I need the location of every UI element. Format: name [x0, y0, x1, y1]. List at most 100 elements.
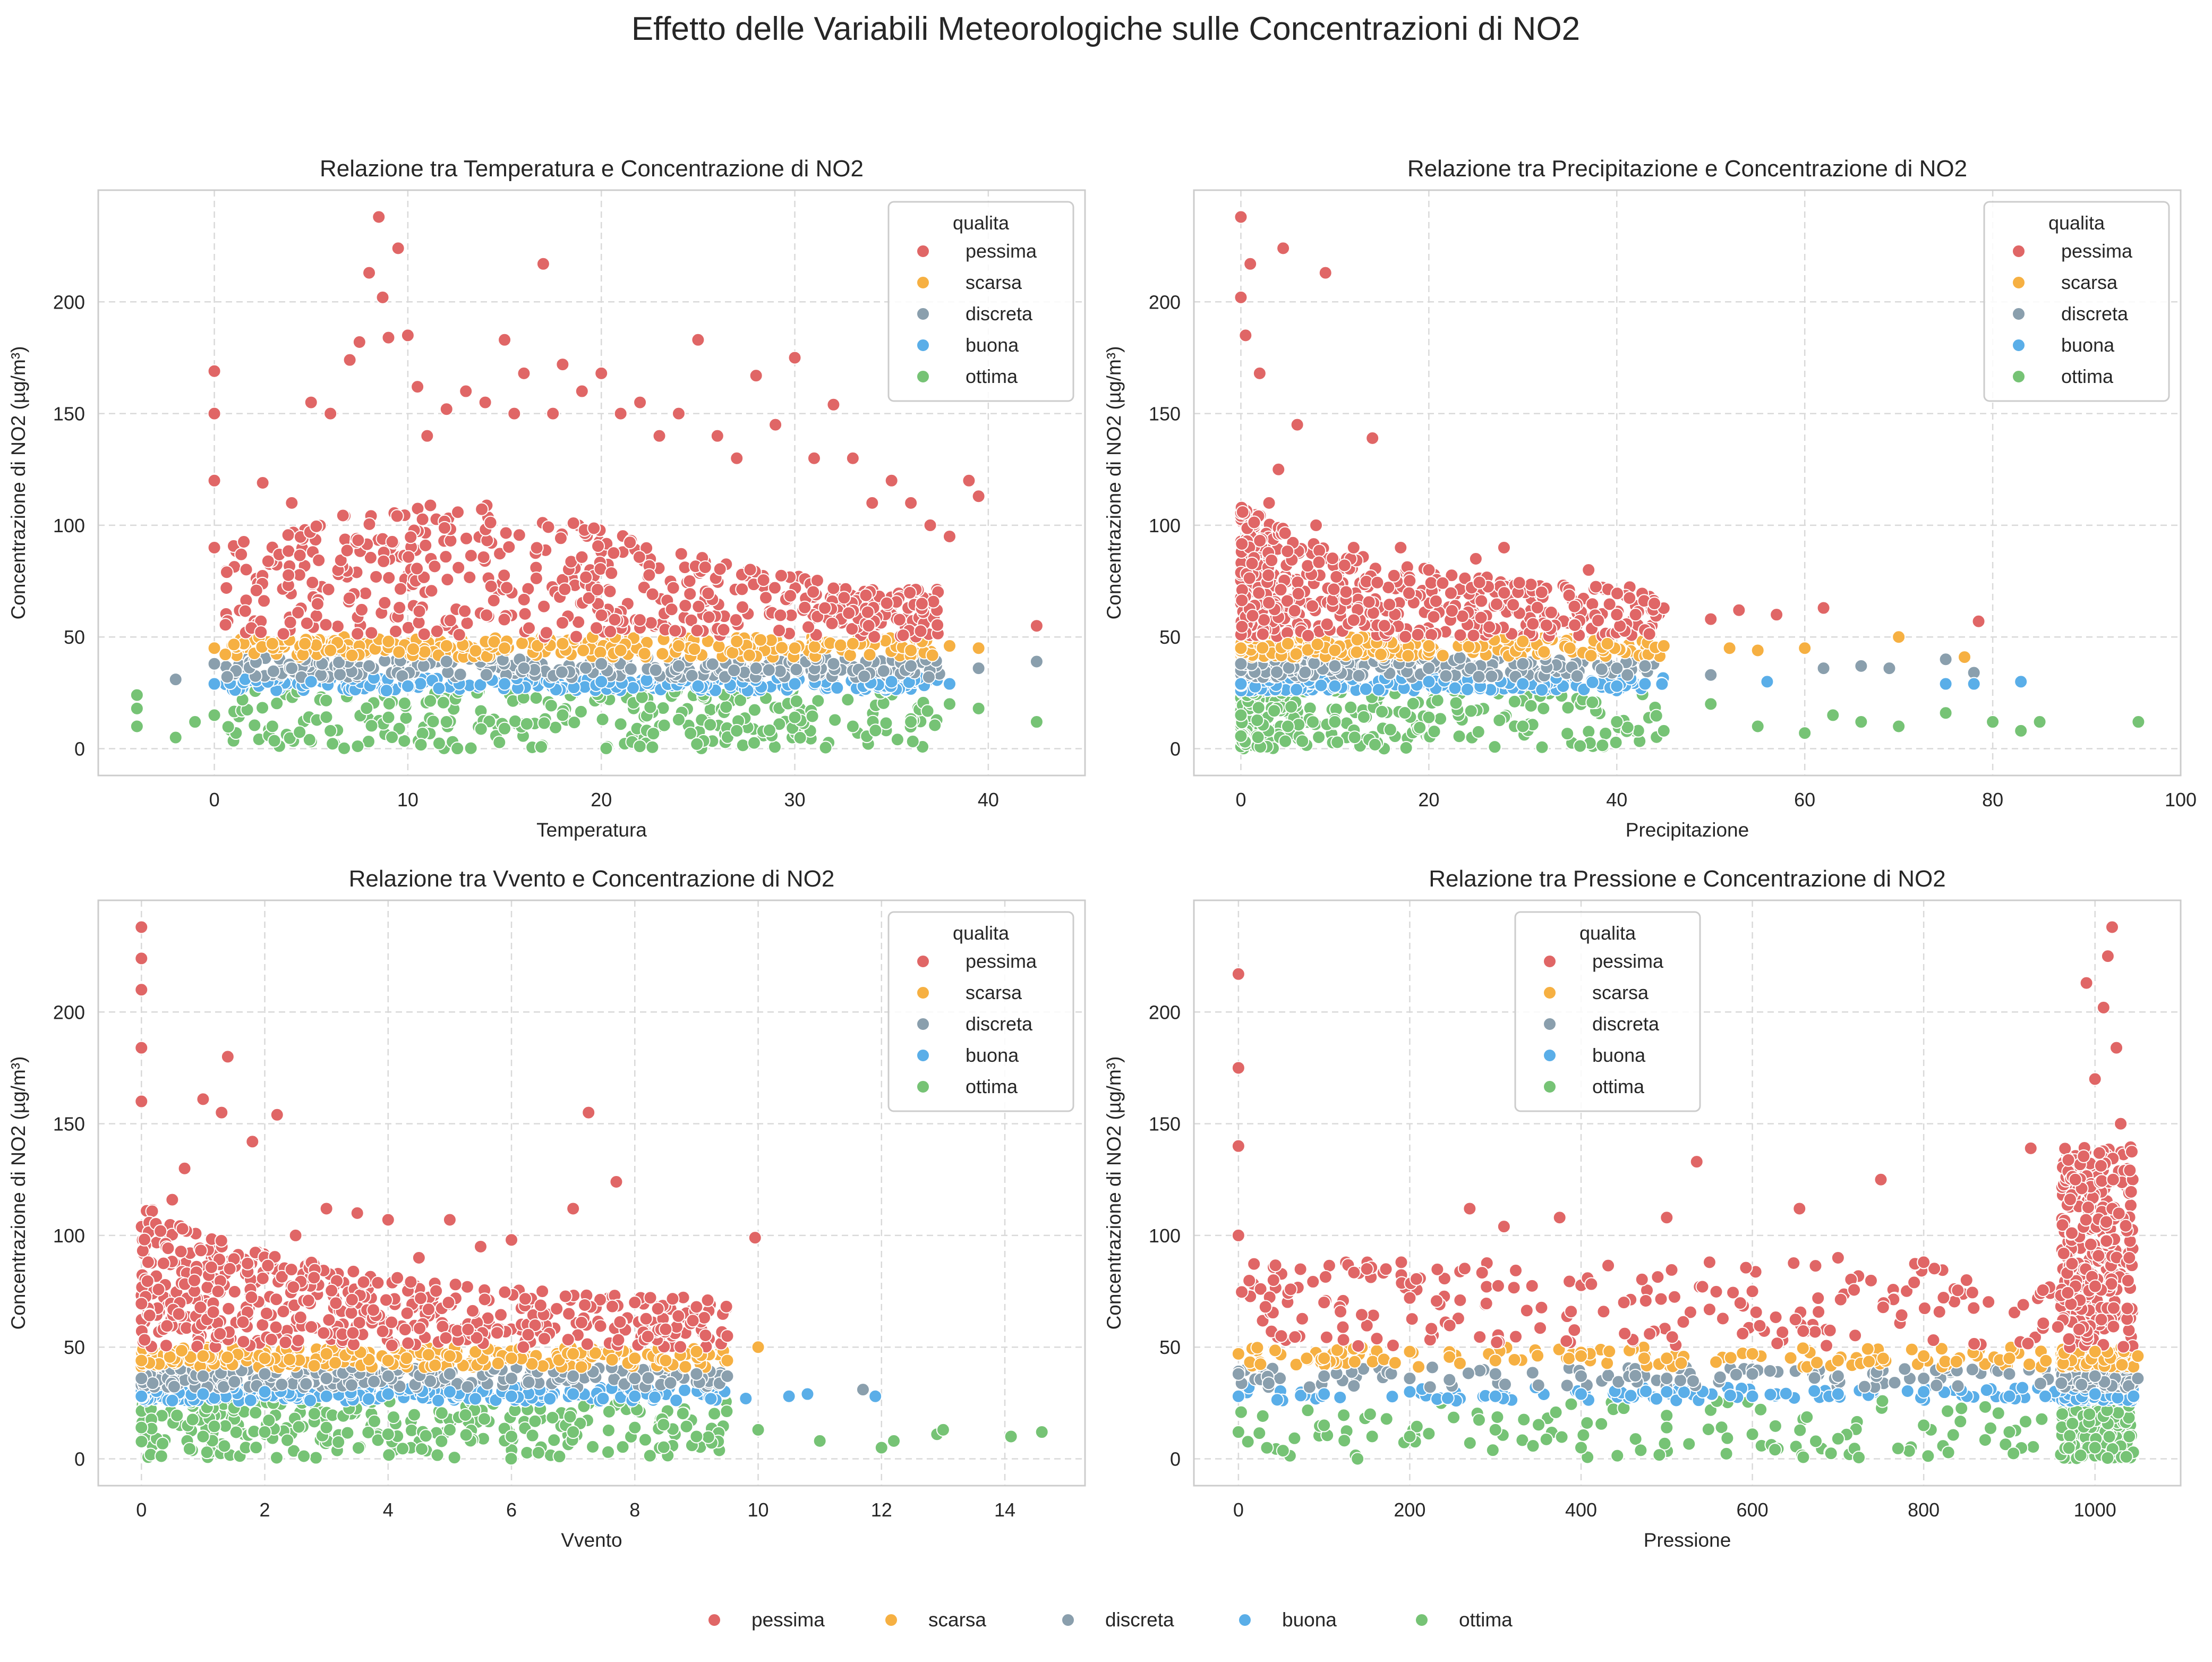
point-pessima: [477, 1292, 492, 1307]
point-pessima: [842, 606, 856, 620]
point-pessima: [364, 626, 379, 640]
point-pessima: [307, 1271, 321, 1285]
point-buona: [596, 1392, 610, 1406]
point-pessima: [259, 1306, 274, 1320]
point-pessima: [439, 402, 454, 416]
point-ottima: [841, 693, 855, 707]
point-discreta: [522, 1375, 536, 1390]
point-pessima: [193, 1300, 208, 1315]
point-pessima: [475, 502, 489, 516]
point-ottima: [701, 1430, 715, 1444]
point-ottima: [130, 701, 144, 715]
point-pessima: [377, 554, 391, 568]
point-ottima: [676, 1407, 690, 1421]
point-buona: [691, 679, 705, 693]
point-pessima: [535, 1284, 550, 1299]
point-ottima: [767, 740, 782, 754]
point-pessima: [476, 550, 491, 564]
point-scarsa: [207, 641, 221, 655]
point-ottima: [280, 1433, 295, 1447]
point-pessima: [177, 1161, 192, 1175]
x-tick-label: 20: [1418, 789, 1439, 811]
point-buona: [243, 1393, 258, 1408]
point-ottima: [574, 704, 588, 719]
legend-label-pessima: pessima: [2061, 240, 2133, 262]
point-pessima: [1466, 628, 1481, 643]
point-ottima: [1750, 719, 1765, 734]
point-pessima: [172, 1307, 186, 1321]
point-ottima: [450, 741, 465, 756]
point-pessima: [1422, 563, 1436, 577]
point-pessima: [342, 591, 356, 606]
point-pessima: [1424, 628, 1439, 642]
point-pessima: [1506, 598, 1521, 612]
point-ottima: [1892, 719, 1906, 734]
point-pessima: [605, 1299, 620, 1314]
point-ottima: [498, 721, 512, 736]
point-pessima: [502, 540, 516, 554]
point-pessima: [698, 560, 712, 575]
point-discreta: [1472, 670, 1486, 684]
point-pessima: [351, 627, 365, 641]
point-discreta: [921, 670, 936, 684]
point-ottima: [1278, 734, 1293, 748]
point-pessima: [1387, 568, 1401, 583]
point-pessima: [518, 1292, 533, 1306]
point-pessima: [915, 596, 929, 611]
point-ottima: [525, 1428, 540, 1443]
point-pessima: [220, 1050, 235, 1064]
point-pessima: [362, 517, 377, 531]
point-pessima: [1261, 568, 1276, 582]
point-discreta: [789, 662, 804, 677]
point-pessima: [141, 1255, 155, 1269]
point-pessima: [1436, 576, 1450, 590]
point-pessima: [1301, 628, 1316, 643]
x-tick-label: 30: [784, 789, 806, 811]
point-pessima: [379, 1293, 393, 1307]
point-ottima: [267, 734, 281, 748]
point-discreta: [1570, 669, 1584, 683]
point-pessima: [286, 1280, 301, 1294]
point-ottima: [1368, 737, 1382, 752]
point-ottima: [544, 698, 558, 713]
point-ottima: [730, 723, 744, 738]
point-ottima: [529, 691, 543, 705]
point-pessima: [404, 530, 418, 544]
point-pessima: [743, 562, 757, 577]
point-pessima: [288, 1228, 303, 1242]
x-tick-label: 100: [2165, 789, 2197, 811]
point-discreta: [227, 1375, 242, 1389]
point-ottima: [1427, 725, 1441, 739]
point-ottima: [386, 1410, 400, 1425]
point-ottima: [319, 693, 334, 708]
point-pessima: [735, 582, 749, 596]
point-buona: [1967, 677, 1981, 691]
point-scarsa: [833, 638, 848, 652]
point-ottima: [419, 1429, 433, 1443]
point-discreta: [333, 667, 347, 681]
figure-suptitle: Effetto delle Variabili Meteorologiche s…: [631, 11, 1580, 47]
point-pessima: [926, 594, 941, 609]
point-ottima: [762, 723, 776, 737]
point-scarsa: [491, 1356, 505, 1370]
point-pessima: [607, 546, 621, 560]
point-ottima: [1938, 706, 1953, 720]
point-pessima: [1490, 597, 1504, 611]
point-discreta: [1453, 651, 1467, 665]
point-buona: [1938, 677, 1953, 691]
point-discreta: [663, 1376, 678, 1390]
x-tick-label: 40: [1606, 789, 1627, 811]
point-ottima: [656, 1418, 671, 1432]
point-pessima: [400, 1306, 414, 1320]
point-ottima: [788, 710, 802, 725]
point-pessima: [464, 549, 478, 563]
point-buona: [704, 1392, 718, 1406]
point-buona: [1234, 677, 1248, 691]
point-ottima: [789, 694, 804, 709]
point-pessima: [1305, 599, 1320, 613]
point-scarsa: [399, 1351, 414, 1366]
point-scarsa: [1516, 634, 1530, 649]
point-pessima: [281, 568, 296, 582]
point-pessima: [371, 1276, 385, 1290]
point-pessima: [412, 1250, 426, 1265]
